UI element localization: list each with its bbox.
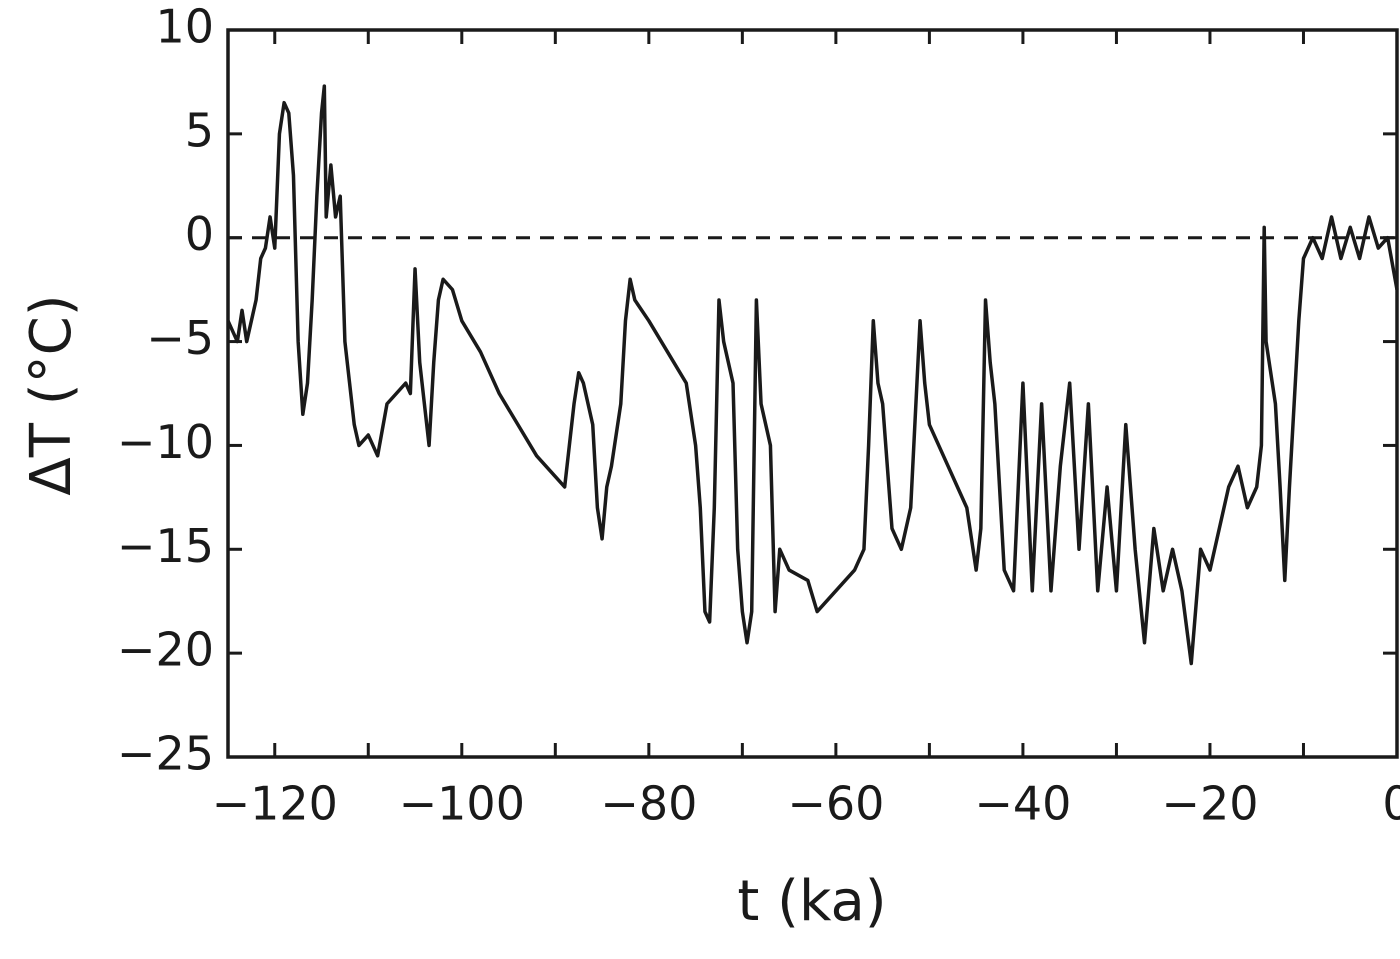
x-tick-label: −60 xyxy=(787,777,884,831)
x-tick-label: −20 xyxy=(1161,777,1258,831)
x-axis-label: t (ka) xyxy=(737,869,886,934)
x-tick-label: −80 xyxy=(600,777,697,831)
data-line xyxy=(226,84,1399,666)
x-tick-label: −100 xyxy=(399,777,525,831)
x-tick-label: 0 xyxy=(1382,777,1400,831)
y-axis-label: ΔT (°C) xyxy=(19,294,84,495)
y-tick-label: −20 xyxy=(117,623,214,677)
y-tick-label: 5 xyxy=(185,103,214,157)
y-tick-label: −15 xyxy=(117,519,214,573)
y-tick-label: −5 xyxy=(146,311,214,365)
y-tick-label: −10 xyxy=(117,415,214,469)
plot-frame xyxy=(226,28,1399,759)
x-tick-label: −120 xyxy=(212,777,338,831)
y-tick-label: 10 xyxy=(155,0,214,54)
x-tick-label: −40 xyxy=(974,777,1071,831)
y-tick-label: −25 xyxy=(117,727,214,781)
y-tick-label: 0 xyxy=(185,207,214,261)
